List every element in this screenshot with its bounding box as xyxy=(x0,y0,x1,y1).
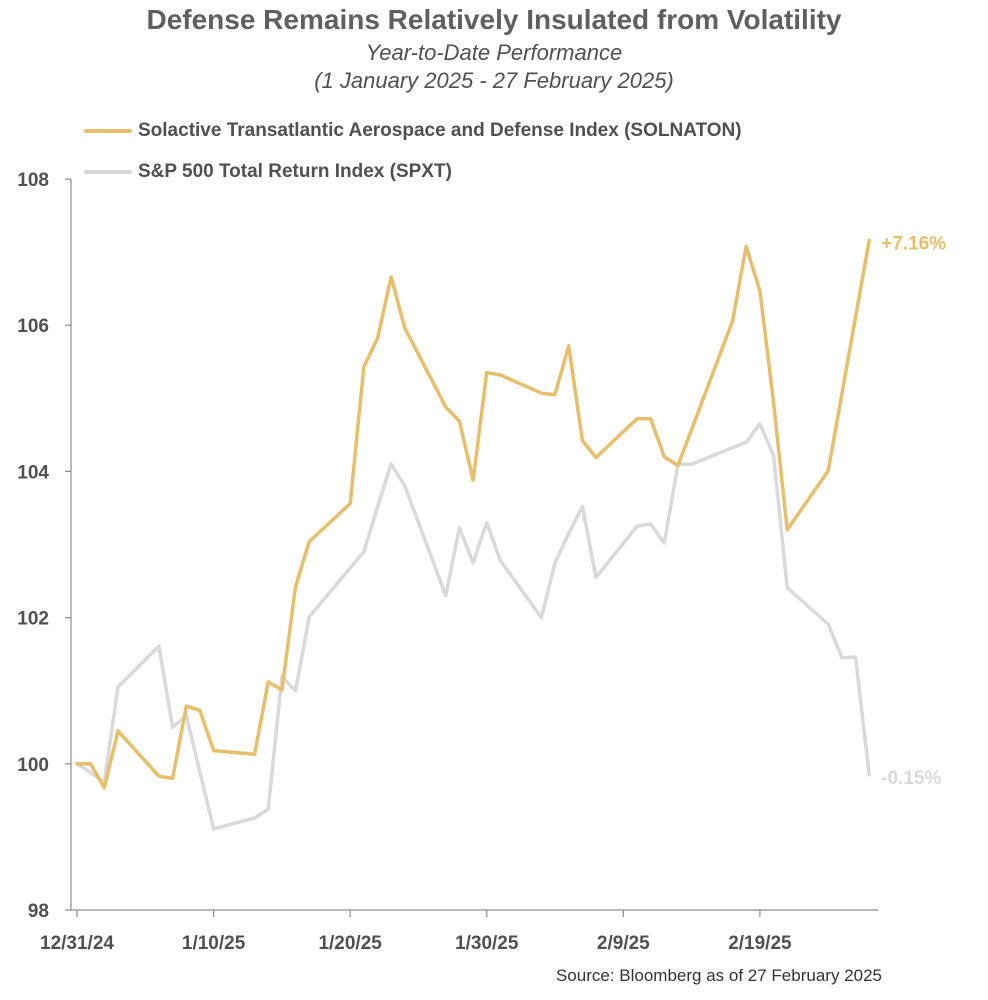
chart-title: Defense Remains Relatively Insulated fro… xyxy=(146,4,842,35)
x-tick-label: 1/20/25 xyxy=(318,933,382,954)
legend-label-solnaton: Solactive Transatlantic Aerospace and De… xyxy=(138,120,742,141)
x-tick-label: 1/10/25 xyxy=(182,933,246,954)
y-tick-label: 102 xyxy=(17,609,49,630)
chart-subtitle: Year-to-Date Performance xyxy=(365,40,623,65)
x-tick-label: 1/30/25 xyxy=(455,933,519,954)
y-tick-label: 106 xyxy=(17,316,49,337)
labels-layer: 108 106 104 102 100 98 12/31/24 1/10/25 1/20/25 1… xyxy=(17,170,946,954)
legend-item-solnaton: Solactive Transatlantic Aerospace and De… xyxy=(84,118,742,144)
end-label-spxt: -0.15% xyxy=(881,768,941,789)
end-label-solnaton: +7.16% xyxy=(881,233,946,254)
legend-swatch-spxt xyxy=(84,170,132,174)
x-tick-label: 2/9/25 xyxy=(597,933,650,954)
y-tick-label: 100 xyxy=(17,755,49,776)
x-tick-label: 12/31/24 xyxy=(40,933,114,954)
chart-axes xyxy=(65,178,878,917)
x-tick-label: 2/19/25 xyxy=(728,933,792,954)
source-note: Source: Bloomberg as of 27 February 2025 xyxy=(555,966,882,985)
series-layer xyxy=(75,238,871,831)
series-line-spxt xyxy=(75,422,871,831)
legend-label-spxt: S&P 500 Total Return Index (SPXT) xyxy=(138,161,452,182)
legend-swatch-solnaton xyxy=(84,129,132,133)
legend-item-spxt: S&P 500 Total Return Index (SPXT) xyxy=(84,159,452,185)
y-tick-label: 108 xyxy=(17,170,49,191)
y-tick-label: 104 xyxy=(17,462,49,483)
y-tick-label: 98 xyxy=(28,901,49,922)
chart-date-range: (1 January 2025 - 27 February 2025) xyxy=(314,68,674,93)
series-line-solnaton xyxy=(75,238,871,790)
